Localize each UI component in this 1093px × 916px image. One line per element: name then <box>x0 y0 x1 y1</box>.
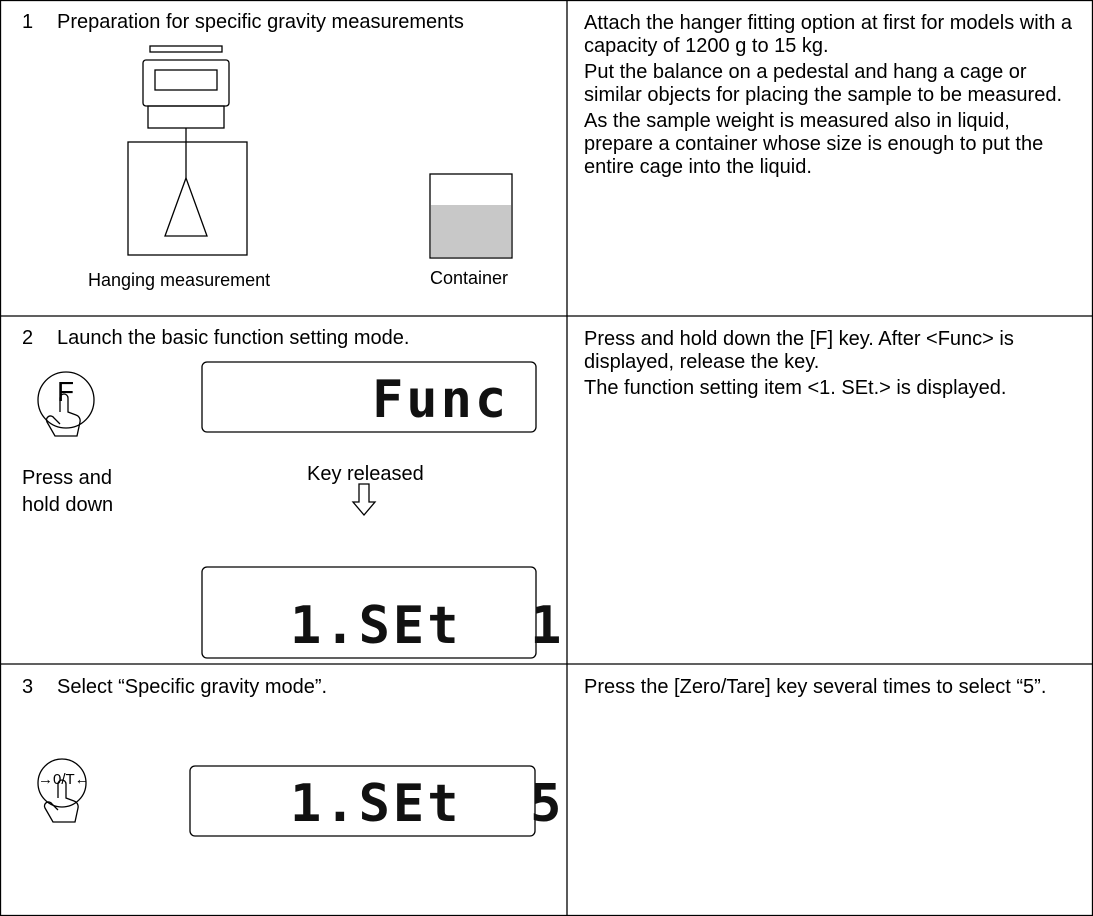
step-title: Preparation for specific gravity measure… <box>57 11 464 33</box>
f-key-illustration <box>37 371 95 437</box>
liquid <box>431 205 511 257</box>
display-text: 1.SEt 1 <box>290 596 565 656</box>
key-instruction: Key released <box>307 463 424 485</box>
zero-tare-key-illustration <box>37 758 87 823</box>
display-frame <box>201 361 537 433</box>
description: Press and hold down the [F] key. After <… <box>584 328 1082 403</box>
key-instruction: hold down <box>22 494 114 516</box>
step-title: Select “Specific gravity mode”. <box>57 676 328 698</box>
paragraph: Put the balance on a pedestal and hang a… <box>584 61 1063 106</box>
caption: Container <box>430 268 509 288</box>
step-number: 2 <box>22 327 34 349</box>
paragraph: The function setting item <1. SEt.> is d… <box>584 377 1007 399</box>
step-number: 3 <box>22 676 34 698</box>
step-number: 1 <box>22 11 34 33</box>
display-frame <box>189 765 536 837</box>
description: Press the [Zero/Tare] key several times … <box>584 676 1082 702</box>
display-text: 1.SEt 5 <box>290 774 565 834</box>
description: Attach the hanger fitting option at firs… <box>584 12 1082 182</box>
paragraph: Attach the hanger fitting option at firs… <box>584 12 1073 57</box>
arrow <box>351 483 377 517</box>
container-illustration <box>429 173 513 259</box>
display-text: Func <box>372 370 510 430</box>
paragraph: Press the [Zero/Tare] key several times … <box>584 676 1047 698</box>
balance-display <box>154 69 218 91</box>
balance-illustration <box>127 45 248 256</box>
paragraph: As the sample weight is measured also in… <box>584 110 1044 178</box>
paragraph: Press and hold down the [F] key. After <… <box>584 328 1014 373</box>
caption: Hanging measurement <box>88 270 271 290</box>
step-title: Launch the basic function setting mode. <box>57 327 410 349</box>
key-instruction: Press and <box>22 467 113 489</box>
display-frame <box>201 566 537 659</box>
key-label: →0/T← <box>38 771 90 788</box>
key-label: F <box>57 376 75 407</box>
